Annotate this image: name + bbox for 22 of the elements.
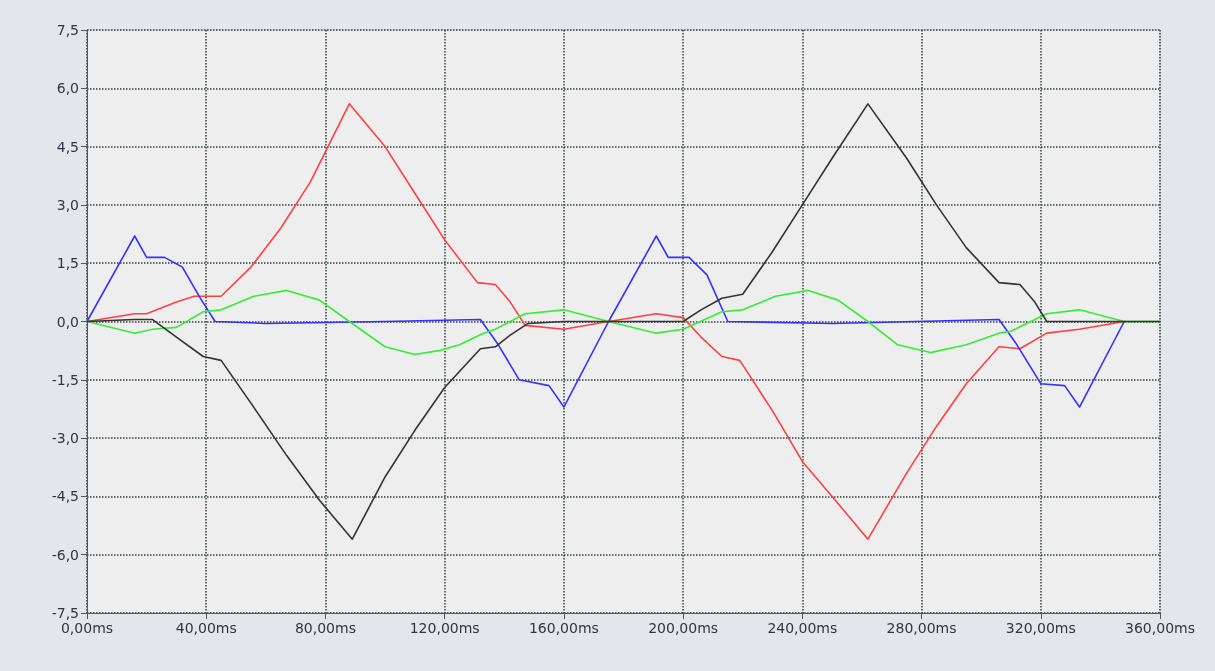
y-tick-label: 7,5 [56,22,79,38]
x-tick-label: 80,00ms [294,620,356,636]
x-tick-label: 360,00ms [1125,620,1195,636]
x-tick-label: 0,00ms [60,620,114,636]
x-tick-label: 160,00ms [528,620,599,636]
y-tick-label: 1,5 [56,255,79,272]
x-tick-label: 40,00ms [175,620,237,636]
y-tick-label: 6,0 [56,80,79,97]
x-tick-label: 200,00ms [648,620,719,636]
y-tick-label: 0,0 [56,313,79,330]
y-tick-label: -7,5 [51,605,79,621]
x-tick-label: 120,00ms [409,620,480,636]
x-tick-label: 280,00ms [886,620,957,636]
y-tick-label: 3,0 [56,196,79,213]
y-tick-label: 4,5 [56,138,79,155]
y-tick-label: -1,5 [51,371,79,388]
x-tick-label: 320,00ms [1005,620,1076,636]
y-tick-label: -4,5 [51,488,79,505]
y-tick-label: -6,0 [51,546,79,563]
line-series [86,235,1126,408]
y-tick-label: -3,0 [51,430,79,447]
x-tick-label: 240,00ms [767,620,838,636]
